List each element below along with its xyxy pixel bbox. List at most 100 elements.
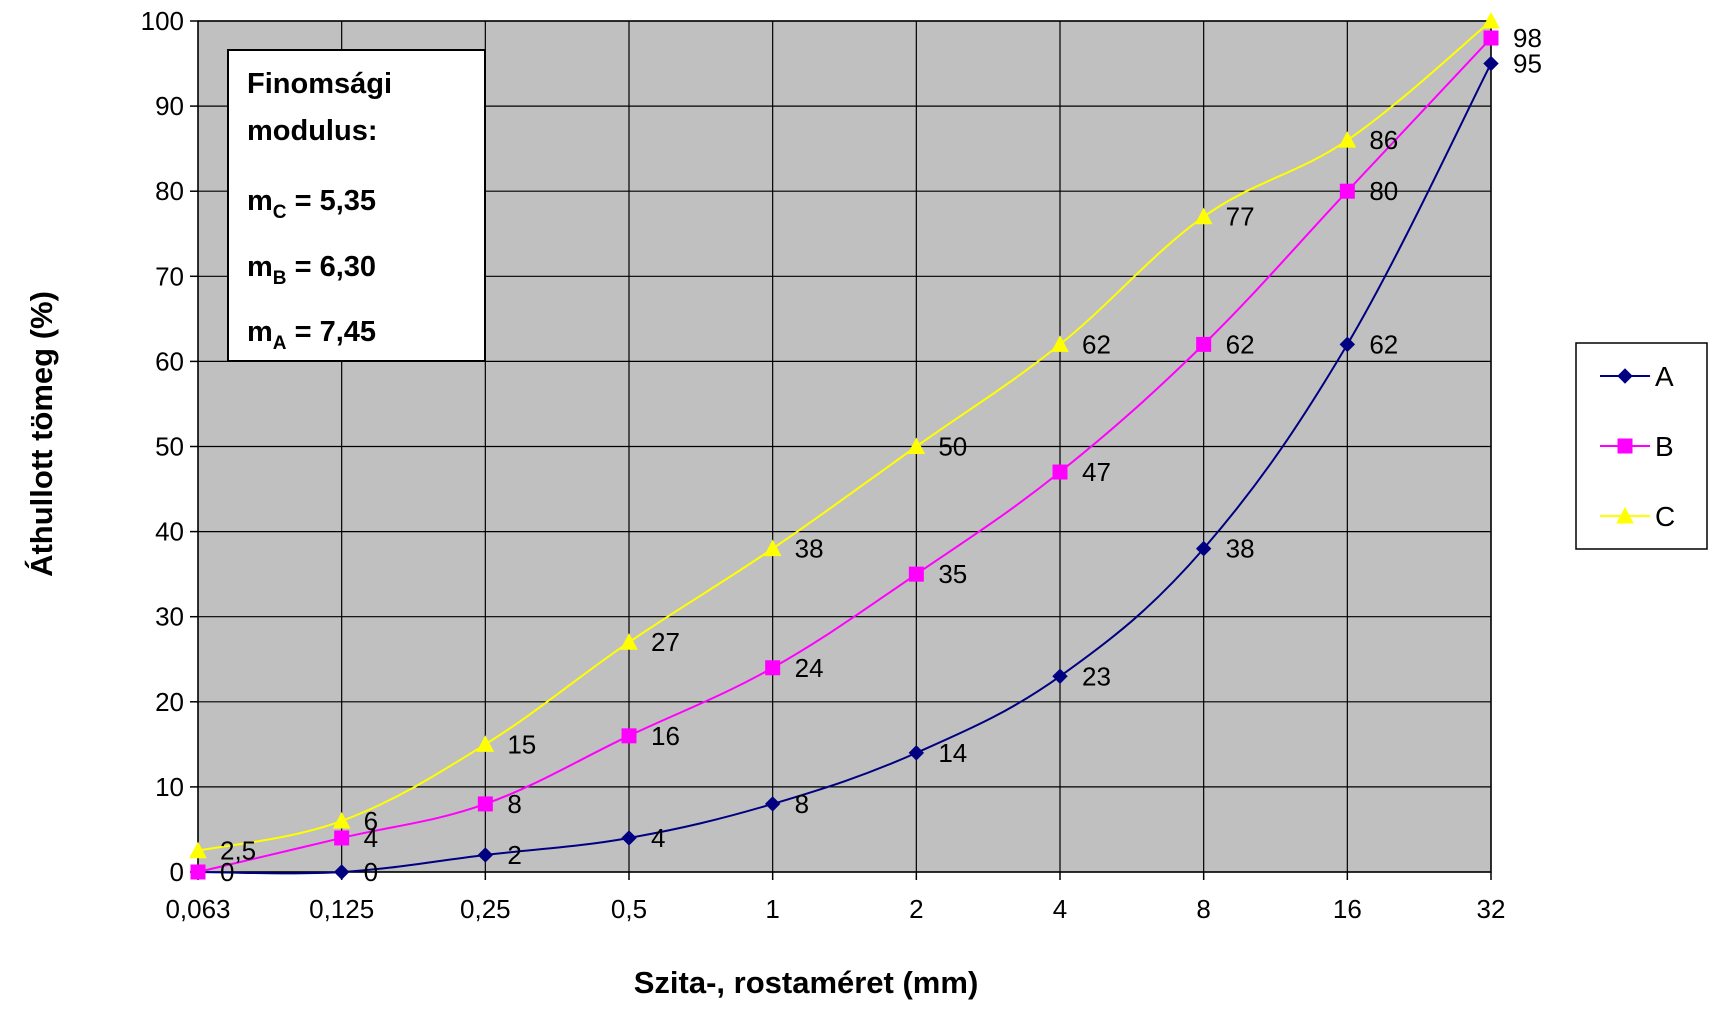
data-point-c — [1338, 131, 1357, 148]
data-point-c — [1194, 207, 1213, 225]
data-point-a — [1339, 336, 1356, 353]
data-label-c: 38 — [795, 534, 824, 564]
legend-label-b: B — [1655, 431, 1674, 462]
annotation-heading-2: modulus: — [247, 115, 378, 147]
data-point-b — [190, 864, 206, 880]
series-c — [189, 11, 1500, 859]
x-tick-label: 0,25 — [460, 894, 511, 924]
data-label-b: 62 — [1226, 329, 1255, 359]
data-label-c: 2,5 — [220, 836, 256, 866]
legend: A B C — [1575, 342, 1708, 550]
fineness-modulus-box: Finomsági modulus: mC = 5,35 mB = 6,30 m… — [227, 49, 486, 362]
data-point-a — [908, 745, 925, 761]
y-tick-label: 0 — [170, 857, 184, 887]
modulus-b: mB = 6,30 — [247, 251, 376, 289]
data-label-c: 27 — [651, 627, 680, 657]
data-point-a — [764, 796, 781, 812]
y-tick-label: 50 — [155, 432, 184, 462]
data-point-b — [334, 830, 350, 846]
y-tick-label: 20 — [155, 687, 184, 717]
y-tick-label: 30 — [155, 602, 184, 632]
x-tick-label: 4 — [1053, 894, 1067, 924]
data-label-c: 6 — [364, 806, 378, 836]
y-tick-label: 90 — [155, 91, 184, 121]
data-point-a — [1483, 55, 1499, 72]
x-tick-label: 0,125 — [309, 894, 374, 924]
x-tick-label: 32 — [1477, 894, 1506, 924]
data-point-b — [477, 796, 493, 812]
legend-marker-b — [1617, 438, 1633, 454]
data-point-b — [765, 660, 781, 676]
x-axis-ticks: 0,063 0,125 0,25 0,5 1 2 4 8 16 32 — [165, 872, 1505, 924]
data-point-b — [1339, 183, 1355, 199]
y-tick-label: 40 — [155, 517, 184, 547]
data-label-a: 8 — [795, 789, 809, 819]
data-point-c — [332, 811, 351, 829]
data-point-a — [333, 864, 350, 880]
data-label-b: 35 — [938, 559, 967, 589]
data-label-c: 50 — [938, 432, 967, 462]
x-tick-label: 0,063 — [165, 894, 230, 924]
series-line-a — [197, 63, 1492, 875]
x-tick-label: 2 — [909, 894, 923, 924]
data-label-c: 86 — [1369, 125, 1398, 155]
data-label-a: 23 — [1082, 661, 1111, 691]
data-point-c — [1051, 335, 1069, 352]
y-tick-label: 10 — [155, 772, 184, 802]
data-label-b: 16 — [651, 721, 680, 751]
data-label-b: 47 — [1082, 457, 1111, 487]
data-label-a: 95 — [1513, 49, 1542, 79]
legend-marker-c — [1616, 506, 1634, 524]
data-label-b: 98 — [1513, 23, 1542, 53]
data-point-c — [620, 633, 638, 650]
y-axis-ticks: 0 10 20 30 40 50 60 70 80 90 100 — [141, 6, 198, 887]
data-point-c — [763, 539, 782, 557]
data-point-c — [476, 735, 495, 752]
data-point-a — [477, 847, 494, 863]
data-point-b — [621, 728, 637, 744]
x-axis-title: Szita-, rostaméret (mm) — [634, 965, 979, 1000]
data-label-c: 62 — [1082, 329, 1111, 359]
data-label-c: 15 — [507, 729, 536, 759]
data-label-a: 4 — [651, 823, 665, 853]
legend-label-a: A — [1655, 361, 1674, 392]
data-label-a: 2 — [507, 840, 521, 870]
data-label-a: 14 — [938, 738, 967, 768]
series-b — [190, 30, 1499, 880]
x-tick-label: 8 — [1196, 894, 1210, 924]
series-line-c — [197, 20, 1492, 852]
data-point-b — [1483, 30, 1499, 46]
data-label-a: 38 — [1226, 534, 1255, 564]
data-point-a — [621, 830, 637, 846]
data-labels: 02481423386295048162435476280982,5615273… — [220, 23, 1542, 887]
x-tick-label: 1 — [765, 894, 779, 924]
data-label-b: 80 — [1369, 176, 1398, 206]
y-axis-title: Áthullott tömeg (%) — [24, 291, 59, 577]
x-tick-label: 0,5 — [611, 894, 647, 924]
data-label-c: 77 — [1226, 202, 1255, 232]
data-point-a — [1052, 668, 1068, 684]
series-line-b — [197, 37, 1492, 873]
modulus-c: mC = 5,35 — [247, 185, 376, 223]
annotation-heading-1: Finomsági — [247, 68, 392, 100]
legend-marker-a — [1617, 368, 1633, 384]
y-tick-label: 80 — [155, 176, 184, 206]
data-point-c — [1482, 11, 1500, 29]
legend-label-c: C — [1655, 501, 1675, 532]
data-point-c — [189, 841, 207, 859]
y-tick-label: 100 — [141, 6, 184, 36]
y-tick-label: 60 — [155, 346, 184, 376]
series-group — [189, 11, 1500, 880]
data-point-b — [1052, 464, 1068, 480]
data-label-b: 8 — [507, 789, 521, 819]
data-label-a: 62 — [1369, 329, 1398, 359]
data-point-a — [1195, 540, 1212, 557]
data-point-b — [1196, 336, 1212, 352]
y-tick-label: 70 — [155, 261, 184, 291]
data-label-b: 4 — [364, 823, 378, 853]
data-label-a: 0 — [364, 857, 378, 887]
x-tick-label: 16 — [1333, 894, 1362, 924]
modulus-a: mA = 7,45 — [247, 316, 376, 354]
data-point-c — [907, 437, 926, 454]
